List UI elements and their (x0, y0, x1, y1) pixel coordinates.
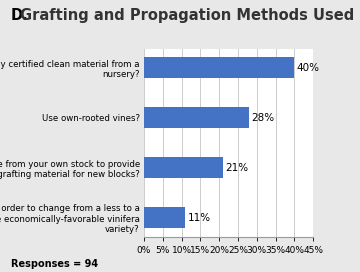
Text: 40%: 40% (297, 63, 320, 73)
Text: D.: D. (11, 8, 28, 23)
Bar (144, 207, 185, 228)
Text: 21%: 21% (225, 163, 248, 173)
Bar (144, 57, 294, 78)
Text: Responses = 94: Responses = 94 (11, 259, 98, 269)
Text: 28%: 28% (252, 113, 275, 123)
Bar (144, 157, 223, 178)
Bar (144, 107, 249, 128)
Text: 11%: 11% (188, 213, 211, 223)
Text: Grafting and Propagation Methods Used: Grafting and Propagation Methods Used (20, 8, 354, 23)
